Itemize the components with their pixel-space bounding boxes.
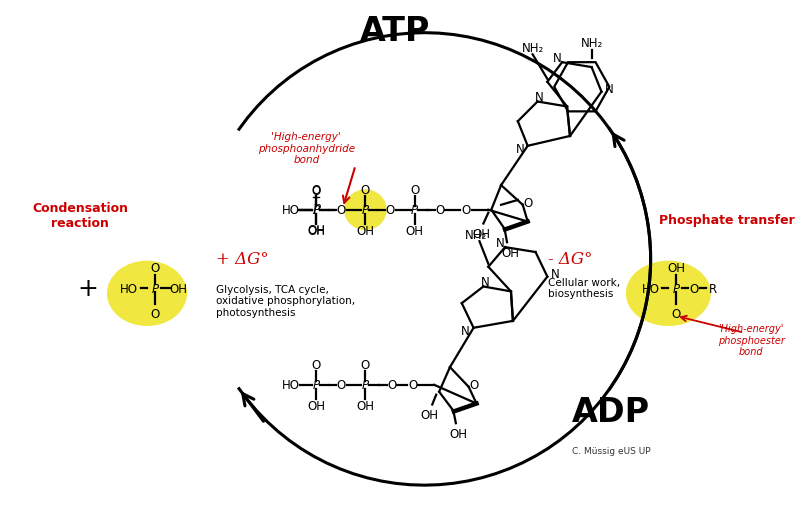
Text: OH: OH bbox=[667, 262, 685, 275]
Text: HO: HO bbox=[282, 204, 300, 217]
Text: N: N bbox=[462, 325, 470, 337]
Ellipse shape bbox=[108, 262, 186, 326]
Text: O: O bbox=[312, 184, 321, 197]
Text: P: P bbox=[313, 204, 320, 217]
Text: 'High-energy'
phosphoanhydride
bond: 'High-energy' phosphoanhydride bond bbox=[258, 132, 355, 165]
Text: OH: OH bbox=[307, 224, 325, 237]
Text: OH: OH bbox=[472, 228, 490, 240]
Text: HO: HO bbox=[642, 282, 659, 295]
Text: P: P bbox=[411, 204, 418, 217]
Text: OH: OH bbox=[406, 224, 424, 237]
Text: NH₂: NH₂ bbox=[464, 229, 487, 241]
Text: OH: OH bbox=[169, 282, 187, 295]
Text: O: O bbox=[150, 307, 160, 320]
Text: O: O bbox=[523, 197, 532, 210]
Text: N: N bbox=[515, 143, 524, 156]
Text: N: N bbox=[481, 275, 490, 289]
Text: O: O bbox=[150, 262, 160, 275]
Text: OH: OH bbox=[450, 427, 468, 440]
Text: OH: OH bbox=[307, 399, 325, 412]
Text: O: O bbox=[360, 183, 370, 196]
Text: P: P bbox=[362, 204, 369, 217]
Text: O: O bbox=[410, 183, 420, 196]
Text: O: O bbox=[408, 379, 417, 391]
Text: O: O bbox=[336, 204, 345, 217]
Text: N: N bbox=[496, 236, 505, 249]
Text: O: O bbox=[461, 204, 471, 217]
Text: C. Müssig eUS UP: C. Müssig eUS UP bbox=[572, 446, 650, 456]
Text: N: N bbox=[552, 51, 561, 65]
Text: O: O bbox=[436, 204, 445, 217]
Text: P: P bbox=[151, 282, 159, 295]
Ellipse shape bbox=[345, 191, 386, 230]
Text: O: O bbox=[387, 379, 397, 391]
Text: HO: HO bbox=[282, 379, 300, 391]
Text: O: O bbox=[336, 379, 345, 391]
Text: O: O bbox=[360, 358, 370, 371]
Text: Cellular work,
biosynthesis: Cellular work, biosynthesis bbox=[548, 277, 620, 299]
Text: O: O bbox=[312, 183, 321, 196]
Text: NH₂: NH₂ bbox=[581, 37, 603, 50]
Text: 'High-energy'
phosphoester
bond: 'High-energy' phosphoester bond bbox=[718, 323, 784, 356]
Text: - ΔG°: - ΔG° bbox=[548, 251, 593, 268]
Text: ATP: ATP bbox=[360, 15, 430, 48]
Text: OH: OH bbox=[356, 399, 374, 412]
Text: Glycolysis, TCA cycle,
oxidative phosphorylation,
photosynthesis: Glycolysis, TCA cycle, oxidative phospho… bbox=[215, 284, 355, 317]
Text: O: O bbox=[469, 379, 478, 391]
Text: O: O bbox=[689, 282, 698, 295]
Text: OH: OH bbox=[420, 408, 438, 421]
Text: O: O bbox=[671, 307, 681, 320]
Text: OH: OH bbox=[356, 224, 374, 237]
Text: Condensation
reaction: Condensation reaction bbox=[32, 201, 128, 229]
Text: N: N bbox=[551, 268, 560, 280]
Text: OH: OH bbox=[501, 246, 519, 259]
Text: P: P bbox=[312, 204, 320, 217]
Text: +: + bbox=[78, 277, 98, 301]
Text: N: N bbox=[535, 91, 544, 104]
Ellipse shape bbox=[627, 262, 710, 326]
Text: OH: OH bbox=[307, 223, 325, 237]
Text: R: R bbox=[709, 282, 717, 295]
Text: HO: HO bbox=[120, 282, 139, 295]
Text: Phosphate transfer: Phosphate transfer bbox=[659, 214, 795, 227]
Text: O: O bbox=[312, 358, 321, 371]
Text: + ΔG°: + ΔG° bbox=[215, 251, 269, 268]
Text: ADP: ADP bbox=[572, 395, 650, 428]
Text: N: N bbox=[605, 83, 614, 96]
Text: O: O bbox=[386, 204, 394, 217]
Text: P: P bbox=[672, 282, 680, 295]
Text: NH₂: NH₂ bbox=[522, 42, 544, 55]
Text: P: P bbox=[313, 379, 320, 391]
Text: P: P bbox=[362, 379, 369, 391]
